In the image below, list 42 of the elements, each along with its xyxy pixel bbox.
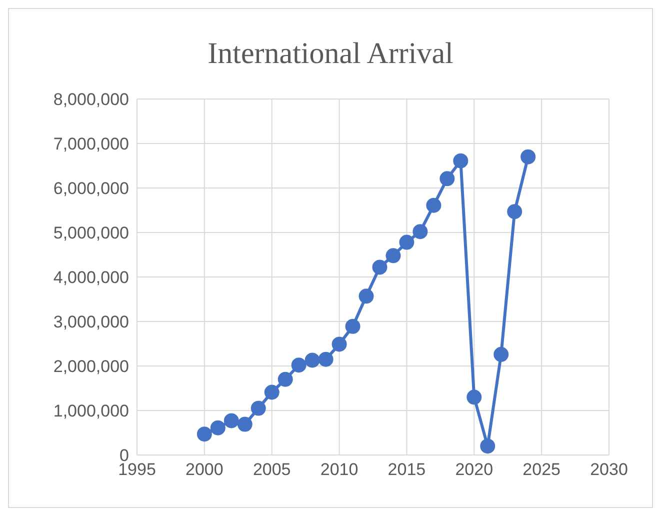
point [412, 224, 428, 240]
x-tick-label: 2000 [186, 460, 224, 480]
x-tick-label: 1995 [118, 460, 156, 480]
point [466, 390, 482, 405]
x-tick-label: 2020 [455, 460, 494, 480]
point [440, 171, 455, 186]
point [332, 336, 347, 352]
y-tick-label: 8,000,000 [53, 90, 129, 110]
point [304, 352, 320, 368]
point [480, 438, 496, 454]
point [358, 288, 374, 304]
y-tick-label: 5,000,000 [53, 224, 129, 243]
point [453, 153, 468, 168]
point [196, 426, 212, 442]
point [426, 198, 442, 213]
point [372, 260, 388, 275]
point [237, 416, 252, 432]
point [210, 420, 226, 436]
point [264, 384, 280, 400]
x-tick-label: 2005 [252, 460, 291, 480]
y-tick-label: 3,000,000 [53, 312, 129, 332]
point [494, 346, 509, 362]
y-tick-label: 2,000,000 [53, 357, 129, 376]
point [345, 318, 360, 334]
x-tick-label: 2030 [590, 460, 628, 480]
point [278, 372, 293, 387]
y-tick-label: 1,000,000 [53, 402, 129, 421]
y-tick-label: 6,000,000 [53, 179, 129, 198]
x-tick-label: 2010 [320, 460, 358, 480]
point [399, 234, 414, 250]
point [291, 358, 306, 373]
point [224, 413, 239, 428]
x-tick-label: 2015 [388, 460, 426, 480]
point [520, 149, 536, 164]
point [250, 400, 266, 416]
y-tick-label: 4,000,000 [53, 268, 129, 288]
point [318, 352, 334, 367]
y-tick-label: 7,000,000 [53, 134, 129, 154]
point [507, 204, 522, 220]
chart-title: International Arrival [206, 37, 454, 72]
x-tick-label: 2025 [522, 460, 560, 480]
point [386, 248, 401, 264]
